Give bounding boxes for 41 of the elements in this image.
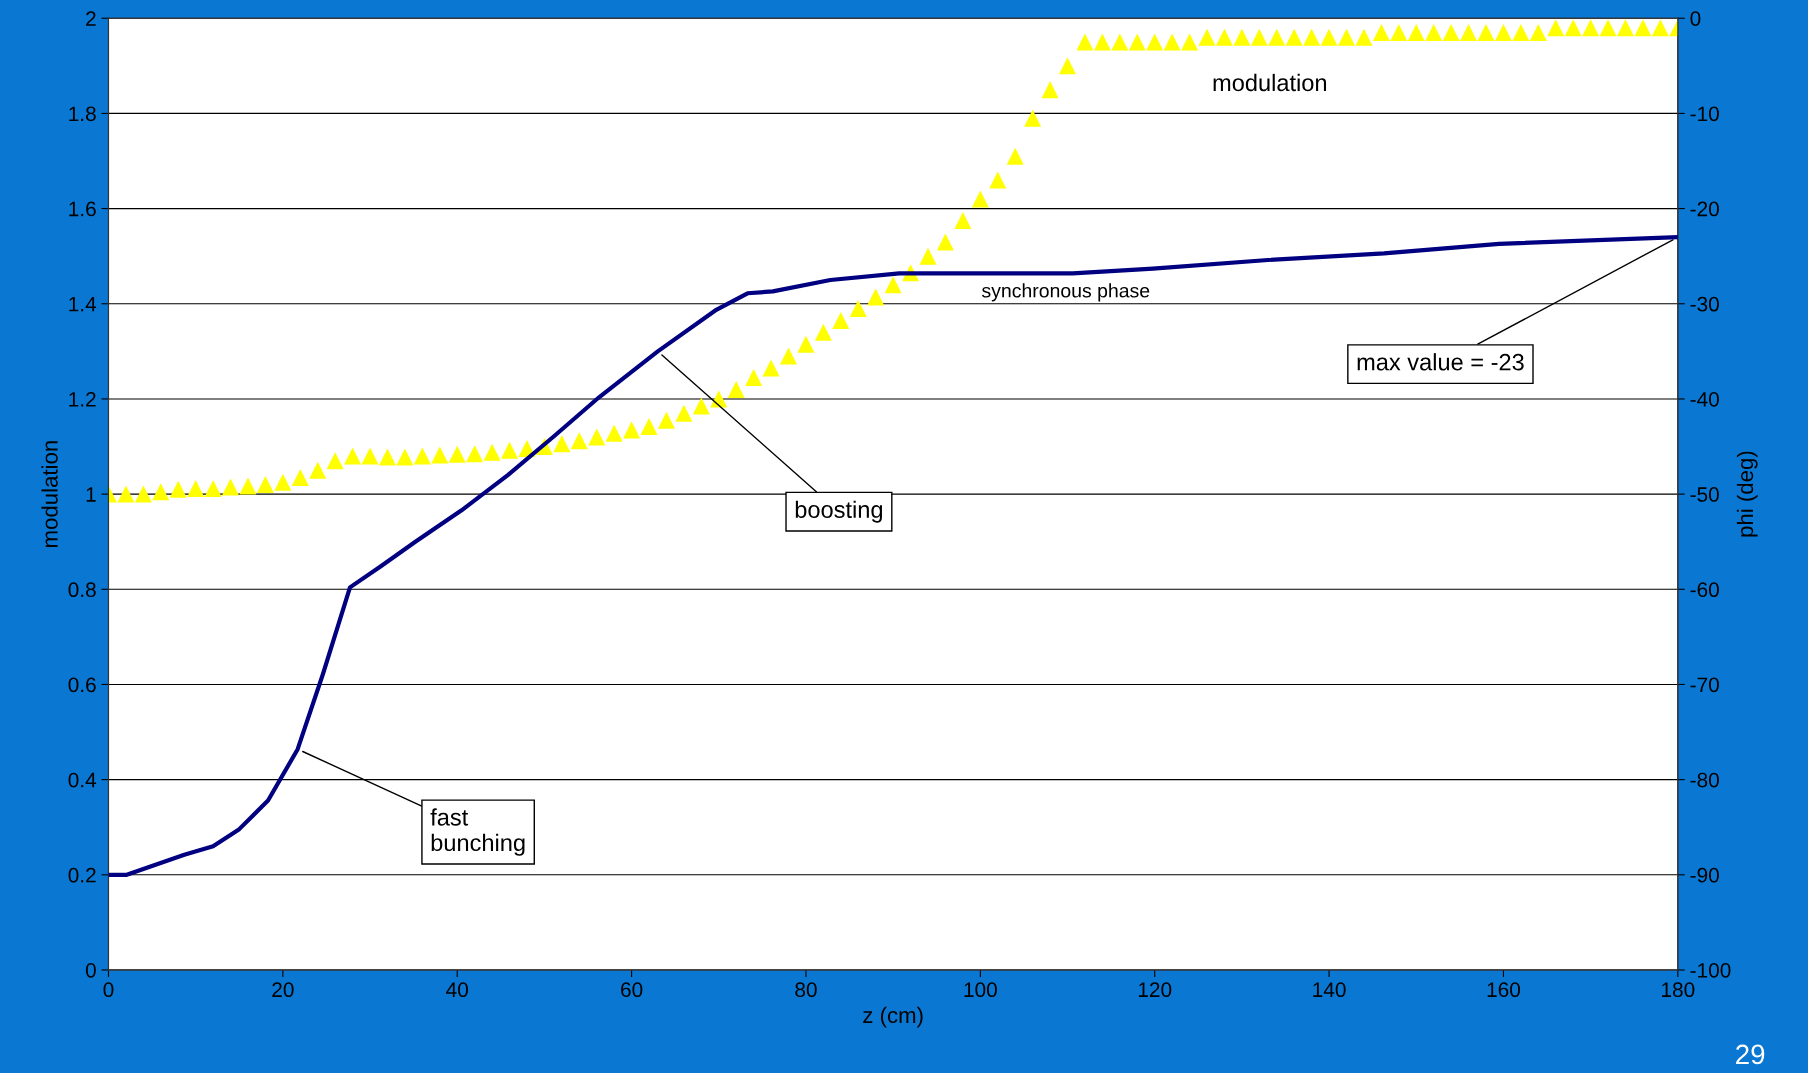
- y-tick-label: 0: [85, 962, 96, 978]
- y2-tick-label: -50: [1690, 487, 1719, 502]
- y2-tick-label: -60: [1690, 582, 1719, 598]
- y2-tick-label: 0: [1690, 11, 1701, 26]
- x-axis-title: z (cm): [863, 1006, 923, 1028]
- annotation: fast bunching: [430, 808, 525, 856]
- x-tick-label: 140: [1313, 982, 1346, 998]
- y-tick-label: 1.4: [69, 296, 97, 312]
- y-tick-label: 0.6: [68, 677, 96, 693]
- y-tick-label: 1.6: [69, 201, 96, 217]
- x-tick-label: 160: [1487, 982, 1521, 998]
- y2-tick-label: -70: [1690, 677, 1719, 693]
- series-label: synchronous phase: [982, 283, 1150, 302]
- annotation: max value = -23: [1357, 353, 1524, 371]
- x-tick-label: 60: [621, 982, 643, 998]
- series-label: modulation: [1213, 73, 1327, 92]
- text: 29: [1736, 1044, 1765, 1065]
- x-tick-label: 20: [272, 982, 294, 998]
- x-tick-label: 80: [795, 982, 817, 998]
- y-tick-label: 0.4: [68, 772, 97, 788]
- y2-tick-label: -30: [1690, 296, 1719, 312]
- x-tick-label: 100: [964, 982, 997, 998]
- y2-tick-label: -10: [1690, 106, 1719, 122]
- y2-axis-title: phi (deg): [1736, 451, 1758, 537]
- y2-tick-label: -40: [1690, 391, 1719, 407]
- y2-tick-label: -100: [1690, 962, 1731, 978]
- y-tick-label: 0.2: [68, 867, 96, 883]
- y-tick-label: 2: [86, 11, 96, 26]
- y2-tick-label: -80: [1690, 772, 1719, 788]
- y-tick-label: 1.8: [69, 106, 96, 122]
- x-tick-label: 40: [446, 982, 468, 998]
- y-tick-label: 1: [86, 487, 96, 502]
- x-tick-label: 0: [103, 982, 114, 998]
- y-axis-title: modulation: [41, 441, 58, 547]
- x-tick-label: 180: [1662, 982, 1695, 998]
- y-tick-label: 1.2: [69, 391, 96, 407]
- annotation: boosting: [795, 500, 883, 523]
- y-tick-label: 0.8: [68, 582, 96, 598]
- y2-tick-label: -90: [1690, 867, 1719, 883]
- y2-tick-label: -20: [1690, 201, 1719, 217]
- x-tick-label: 120: [1138, 982, 1172, 998]
